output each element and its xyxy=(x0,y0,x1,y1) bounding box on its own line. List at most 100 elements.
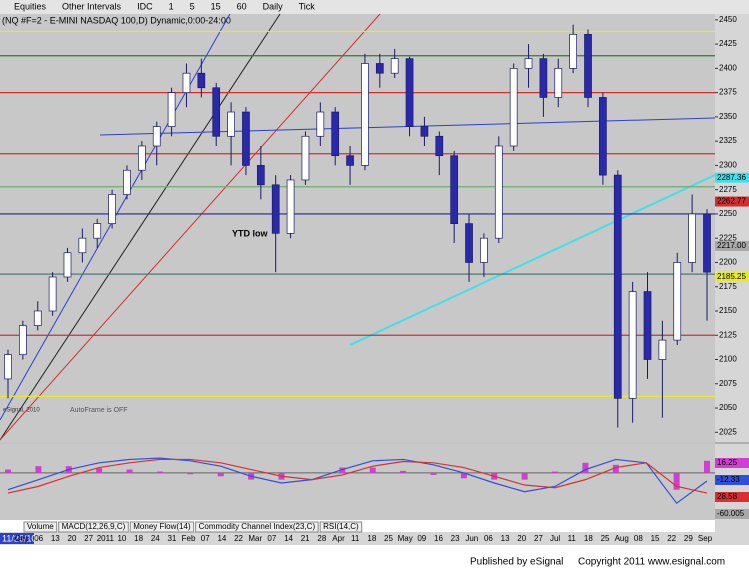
tab[interactable] xyxy=(58,521,129,533)
x-tick-label: 21 xyxy=(301,534,310,543)
x-tick-label: 2011 xyxy=(97,534,115,543)
candle-body xyxy=(138,145,146,171)
price-label: 2217.00 xyxy=(717,241,746,250)
price-label-box xyxy=(715,172,749,183)
toolbar-item[interactable]: Tick xyxy=(299,1,316,11)
tab-label[interactable]: Volume xyxy=(27,522,54,531)
x-tick-label: 20 xyxy=(68,534,77,543)
tab-label[interactable]: Commodity Channel Index(23,C) xyxy=(199,522,316,531)
x-tick-label: 16 xyxy=(434,534,443,543)
toolbar-item[interactable]: 60 xyxy=(237,1,247,11)
candle-body xyxy=(703,213,711,273)
candle-body xyxy=(301,135,310,181)
indicator-label: 16.25 xyxy=(717,458,738,467)
candle-body xyxy=(554,67,563,98)
candle-body xyxy=(48,276,57,312)
histogram-bar xyxy=(552,471,559,473)
candle-body xyxy=(197,72,206,89)
x-tick-label: Aug xyxy=(615,534,629,543)
tab[interactable] xyxy=(319,521,363,533)
toolbar-item[interactable]: 15 xyxy=(211,1,221,11)
y-tick-label: 2150 xyxy=(719,306,737,315)
toolbar-item[interactable]: Equities xyxy=(14,1,47,11)
tab[interactable] xyxy=(195,521,319,533)
candle-body xyxy=(152,126,161,147)
histogram-bar xyxy=(96,468,103,473)
x-tick-label: 31 xyxy=(167,534,176,543)
histogram-bar xyxy=(582,462,589,473)
toolbar-item[interactable]: 5 xyxy=(190,1,195,11)
x-tick-label: 10 xyxy=(117,534,126,543)
candle-body xyxy=(316,111,325,137)
histogram-bar xyxy=(521,472,528,480)
candle-body xyxy=(19,325,27,356)
x-tick-label: 20 xyxy=(517,534,526,543)
indicator-pane xyxy=(0,444,715,520)
tab[interactable] xyxy=(129,521,195,533)
histogram-bar xyxy=(187,472,194,475)
candle-body xyxy=(539,58,548,98)
tab-label[interactable]: Money Flow(14) xyxy=(133,522,191,531)
toolbar-item[interactable]: Other Intervals xyxy=(62,1,122,11)
tab-label[interactable]: RSI(14,C) xyxy=(323,522,359,531)
x-tick-label: 25 xyxy=(601,534,610,543)
x-tick-label: Jun xyxy=(465,534,478,543)
candle-body xyxy=(480,237,488,263)
candle-body xyxy=(643,291,652,360)
x-tick-label: Dec xyxy=(15,534,29,543)
indicator-label-box xyxy=(715,458,749,468)
indicator-label: 28.58 xyxy=(717,492,738,501)
candle-body xyxy=(78,237,87,254)
candle-body xyxy=(123,169,131,195)
candle-body xyxy=(599,97,607,176)
x-tick-label: 24 xyxy=(151,534,160,543)
tab[interactable] xyxy=(23,521,58,533)
candle-body xyxy=(4,354,12,380)
x-tick-label: 13 xyxy=(501,534,510,543)
candle-body xyxy=(494,145,503,239)
candle-body xyxy=(569,34,577,69)
x-tick-label: 11 xyxy=(568,534,577,543)
candle-body xyxy=(375,63,384,74)
date-axis xyxy=(0,532,749,545)
y-tick-label: 2200 xyxy=(719,258,737,267)
price-pane xyxy=(0,14,715,442)
x-tick-label: 14 xyxy=(217,534,226,543)
candle-body xyxy=(524,58,533,69)
histogram-bar xyxy=(217,472,224,477)
copyright: Copyright 2011 www.esignal.com xyxy=(578,557,725,568)
histogram-bar xyxy=(460,472,467,479)
candle-body xyxy=(361,63,369,166)
candle-body xyxy=(450,155,459,224)
trend-line xyxy=(0,13,281,441)
y-tick-label: 2025 xyxy=(719,427,737,436)
tab-label[interactable]: MACD(12,26,9,C) xyxy=(62,522,126,531)
y-tick-label: 2050 xyxy=(719,403,737,412)
toolbar-item[interactable]: 1 xyxy=(169,1,174,11)
x-tick-label: 09 xyxy=(417,534,426,543)
x-tick-label: 23 xyxy=(451,534,460,543)
candle-body xyxy=(167,92,176,127)
toolbar xyxy=(0,0,749,14)
histogram-bar xyxy=(369,467,376,473)
chart-title: (NQ #F=2 - E-MINI NASDAQ 100,D) Dynamic,… xyxy=(2,15,231,25)
candle-body xyxy=(182,72,191,93)
histogram-bar xyxy=(126,469,133,473)
trend-line xyxy=(349,174,716,346)
candle-body xyxy=(33,310,42,326)
x-tick-label: 22 xyxy=(234,534,243,543)
annotation: eSignal, 2010 xyxy=(3,408,40,414)
candle-body xyxy=(584,34,592,98)
x-tick-label: 18 xyxy=(584,534,593,543)
candle-body xyxy=(658,339,667,360)
candle-body xyxy=(346,155,354,166)
toolbar-item[interactable]: IDC xyxy=(137,1,153,11)
x-tick-label: Apr xyxy=(332,534,345,543)
price-label-box xyxy=(715,271,749,282)
x-tick-label: 29 xyxy=(684,534,693,543)
toolbar-item[interactable]: Daily xyxy=(263,1,284,11)
candle-body xyxy=(227,111,235,137)
x-tick-label: 11 xyxy=(351,534,360,543)
y-tick-label: 2450 xyxy=(719,15,737,24)
